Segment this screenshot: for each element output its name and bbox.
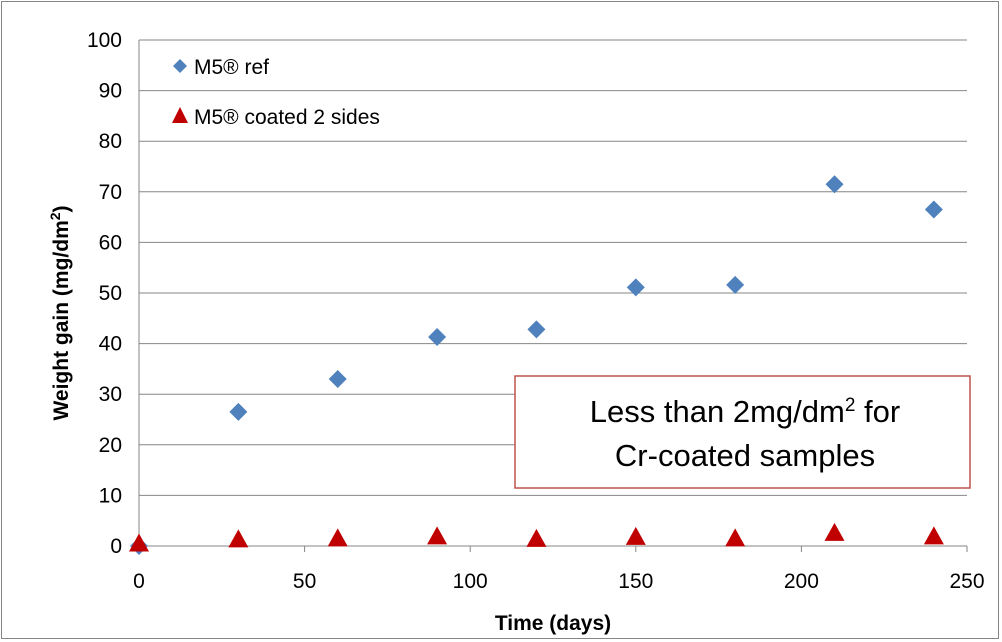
x-tick-label-150: 150 xyxy=(618,570,653,593)
ref-point-240 xyxy=(924,200,943,219)
annotation-border xyxy=(514,375,971,489)
coated-point-120 xyxy=(526,528,547,547)
x-axis-title: Time (days) xyxy=(495,612,611,635)
x-tick-label-100: 100 xyxy=(453,570,488,593)
ref-point-90 xyxy=(428,328,447,347)
ref-point-180 xyxy=(726,275,745,294)
y-tick-label-0: 0 xyxy=(110,535,122,558)
annotation-line-1: Less than 2mg/dm2 for xyxy=(590,394,900,429)
y-tick-label-10: 10 xyxy=(99,484,122,507)
legend-diamond-marker xyxy=(173,59,187,73)
ref-point-210 xyxy=(825,175,844,194)
legend-label-ref: M5® ref xyxy=(194,56,269,79)
coated-point-180 xyxy=(725,528,746,547)
y-tick-label-20: 20 xyxy=(99,434,122,457)
coated-point-240 xyxy=(923,526,944,545)
annotation-line-2: Cr-coated samples xyxy=(615,438,875,473)
coated-point-0 xyxy=(129,533,149,552)
x-tick-label-250: 250 xyxy=(949,570,984,593)
data-points xyxy=(129,175,944,555)
annotation-line-1-main: Less than 2mg/dm xyxy=(590,394,845,429)
x-tick-label-50: 50 xyxy=(293,570,316,593)
y-axis-title-main: Weight gain (mg/dm xyxy=(50,220,73,420)
legend-label-coated: M5® coated 2 sides xyxy=(194,106,380,129)
y-tick-label-80: 80 xyxy=(99,130,122,153)
ref-point-30 xyxy=(229,402,248,421)
x-tick-label-200: 200 xyxy=(784,570,819,593)
y-axis-title: Weight gain (mg/dm2) xyxy=(47,205,73,420)
legend: M5® ref M5® coated 2 sides xyxy=(172,56,380,129)
y-tick-label-50: 50 xyxy=(99,282,122,305)
y-axis-title-tail: ) xyxy=(50,205,73,212)
y-tick-label-70: 70 xyxy=(99,181,122,204)
coated-point-60 xyxy=(327,528,348,547)
y-axis-title-sup: 2 xyxy=(47,212,63,220)
x-tick-labels: 0 50 100 150 200 250 xyxy=(133,570,984,593)
ref-point-120 xyxy=(527,320,546,339)
coated-point-30 xyxy=(228,529,249,548)
y-tick-label-30: 30 xyxy=(99,383,122,406)
coated-point-210 xyxy=(824,522,845,541)
y-tick-label-100: 100 xyxy=(87,29,122,52)
y-tick-labels: 0 10 20 30 40 50 60 70 80 90 100 xyxy=(87,29,122,558)
ref-point-60 xyxy=(328,370,347,389)
x-tick-label-0: 0 xyxy=(133,570,145,593)
y-tick-label-90: 90 xyxy=(99,80,122,103)
y-tick-label-60: 60 xyxy=(99,231,122,254)
ref-point-150 xyxy=(626,278,645,297)
y-tick-label-40: 40 xyxy=(99,333,122,356)
coated-point-90 xyxy=(427,526,448,545)
coated-point-150 xyxy=(625,526,646,545)
annotation-box: Less than 2mg/dm2 for Cr-coated samples xyxy=(514,375,971,489)
annotation-line-1-sup: 2 xyxy=(845,395,856,416)
annotation-line-1-tail: for xyxy=(855,394,900,429)
legend-triangle-marker xyxy=(172,107,188,123)
gridlines xyxy=(139,39,967,496)
